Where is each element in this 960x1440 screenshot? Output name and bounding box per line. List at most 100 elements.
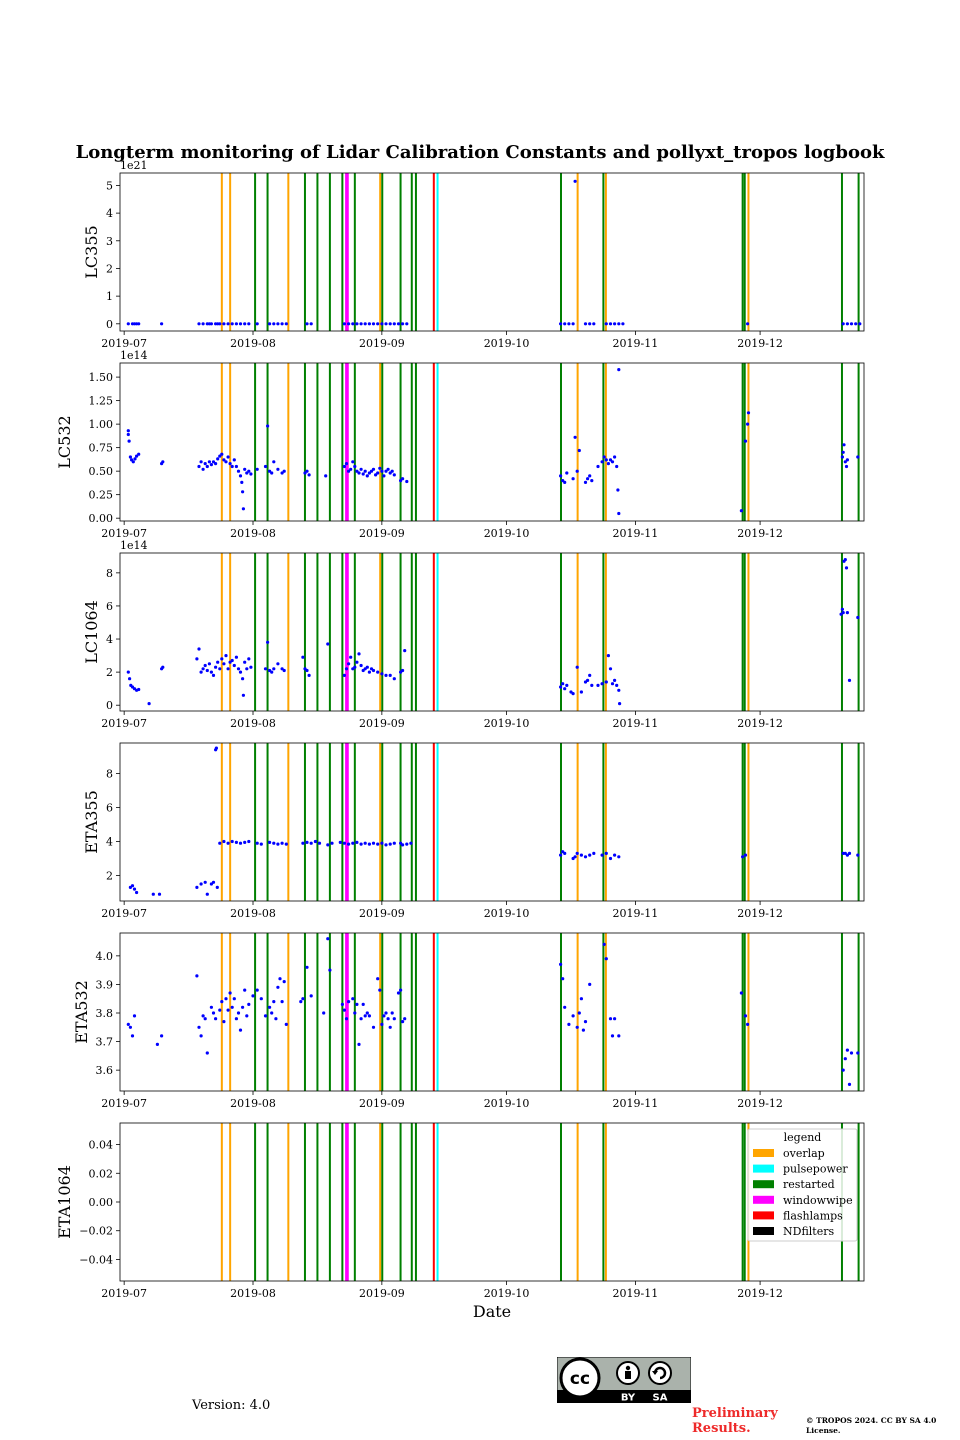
data-point	[361, 472, 365, 476]
data-point	[216, 457, 220, 461]
data-point	[255, 322, 259, 326]
data-point	[230, 839, 234, 844]
x-tick-label: 2019-11	[613, 337, 659, 350]
data-point	[403, 649, 407, 653]
data-point	[230, 1005, 234, 1009]
data-point	[739, 509, 744, 513]
data-point	[161, 460, 165, 464]
data-point	[588, 982, 592, 987]
x-tick-label: 2019-07	[101, 337, 147, 350]
data-point	[270, 471, 274, 475]
data-point	[226, 322, 230, 326]
data-point	[384, 322, 388, 326]
data-point	[583, 480, 588, 484]
data-point	[359, 467, 363, 471]
data-point	[573, 435, 577, 439]
data-point	[128, 677, 132, 681]
subplot-eta532: 3.6 3.7 3.8 3.9 4.0 2019-07 2019-08 2019-09 2019…	[72, 932, 865, 1110]
data-point	[199, 882, 203, 886]
data-point	[234, 322, 238, 326]
x-tick-label: 2019-08	[230, 717, 276, 730]
data-point	[608, 458, 613, 462]
subplot-lc1064: 0 2 4 6 8 2019-07 2019-08 2019-09 2019-10 2019-11…	[82, 539, 865, 730]
data-point	[347, 1000, 351, 1004]
data-point	[249, 472, 253, 476]
data-point	[282, 668, 286, 673]
y-tick-label: 1.50	[89, 371, 114, 384]
data-point	[610, 682, 615, 686]
data-point	[220, 657, 224, 661]
data-point	[226, 841, 230, 845]
y-tick-label: 2	[106, 870, 113, 883]
data-point	[604, 322, 608, 326]
data-point	[211, 1011, 216, 1015]
data-point	[746, 411, 751, 415]
data-point	[344, 462, 349, 466]
data-point	[127, 439, 131, 443]
data-point	[367, 1014, 371, 1018]
data-point	[600, 853, 604, 857]
data-point	[563, 1005, 567, 1009]
data-point	[357, 471, 361, 475]
data-point	[361, 1002, 365, 1007]
x-tick-label: 2019-12	[737, 1097, 783, 1110]
data-point	[272, 841, 276, 845]
data-point	[841, 611, 845, 615]
data-point	[317, 841, 322, 845]
data-point	[272, 1000, 276, 1004]
y-tick-label: 1.25	[89, 395, 114, 408]
y-axis-label: ETA1064	[55, 1165, 74, 1239]
data-point	[359, 842, 363, 846]
data-point	[209, 322, 213, 326]
data-point	[363, 322, 367, 326]
data-point	[845, 458, 850, 462]
data-point	[214, 1017, 218, 1021]
data-point	[588, 673, 592, 678]
data-point	[849, 322, 854, 326]
data-point	[600, 682, 604, 686]
y-tick-label: 0.02	[89, 1167, 114, 1180]
data-point	[247, 1002, 251, 1007]
data-point	[590, 479, 594, 483]
data-point	[573, 855, 577, 859]
y-tick-label: −0.04	[79, 1253, 113, 1266]
data-point	[280, 1000, 284, 1004]
data-point	[367, 670, 371, 674]
data-point	[203, 462, 207, 466]
data-point	[590, 683, 594, 688]
data-point	[130, 1034, 135, 1038]
data-point	[207, 460, 211, 464]
data-point	[347, 662, 351, 666]
data-point	[388, 322, 392, 326]
data-point	[326, 642, 330, 646]
data-point	[376, 842, 380, 846]
x-tick-label: 2019-07	[101, 527, 147, 540]
data-point	[743, 853, 748, 857]
x-tick-label: 2019-11	[613, 1287, 659, 1300]
data-point	[409, 841, 413, 845]
data-point	[563, 687, 567, 691]
data-point	[218, 667, 222, 671]
data-point	[357, 1042, 361, 1046]
data-point	[613, 455, 617, 459]
data-point	[132, 887, 137, 891]
data-point	[201, 322, 205, 326]
data-point	[355, 660, 359, 664]
data-point	[224, 997, 228, 1001]
x-tick-label: 2019-08	[230, 1287, 276, 1300]
data-point	[617, 855, 621, 859]
data-point	[380, 1022, 384, 1026]
data-point	[216, 660, 220, 664]
data-point	[211, 460, 216, 464]
data-point	[355, 322, 359, 326]
data-point	[126, 429, 130, 433]
data-point	[224, 654, 228, 658]
data-point	[617, 511, 621, 516]
data-point	[230, 464, 234, 469]
data-point	[357, 652, 361, 656]
legend: legend overlap pulsepower restarted windowwi…	[747, 1128, 858, 1242]
data-point	[365, 1011, 369, 1015]
data-point	[746, 1022, 750, 1026]
data-point	[565, 683, 569, 688]
data-point	[342, 464, 346, 469]
